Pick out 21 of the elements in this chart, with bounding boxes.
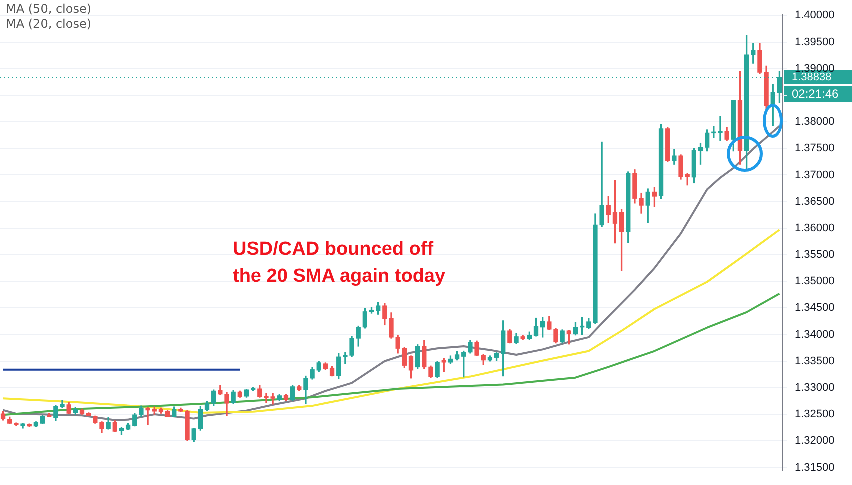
y-tick-label: 1.35500	[795, 249, 835, 262]
text: 02:21:46	[792, 86, 840, 101]
y-tick-label: 1.40000	[795, 10, 835, 22]
y-tick-label: 1.34500	[795, 302, 835, 314]
y-tick-label: 1.37000	[795, 169, 835, 182]
y-tick-label: 1.32000	[795, 435, 835, 448]
annotation: USD/CAD bounced off the 20 SMA again today	[233, 239, 446, 288]
y-tick-label: 1.34000	[795, 328, 835, 341]
y-tick-label: 1.32500	[795, 408, 835, 421]
y-tick-label: 1.33000	[795, 382, 835, 394]
annotation: MA (50, close)	[6, 2, 92, 16]
annotation: MA (20, close)	[6, 17, 92, 32]
y-tick-label: 1.33500	[795, 355, 835, 368]
y-tick-label: 1.39500	[795, 36, 835, 48]
y-tick-label: 1.37500	[795, 142, 835, 155]
y-tick-label: 1.35000	[795, 276, 835, 288]
ref-line-label: 1.38838	[792, 71, 832, 84]
y-tick-label: 1.31500	[795, 462, 835, 474]
y-tick-label: 1.38000	[795, 116, 835, 128]
y-tick-label: 1.36500	[795, 196, 835, 208]
y-tick-label: 1.36000	[795, 222, 835, 234]
